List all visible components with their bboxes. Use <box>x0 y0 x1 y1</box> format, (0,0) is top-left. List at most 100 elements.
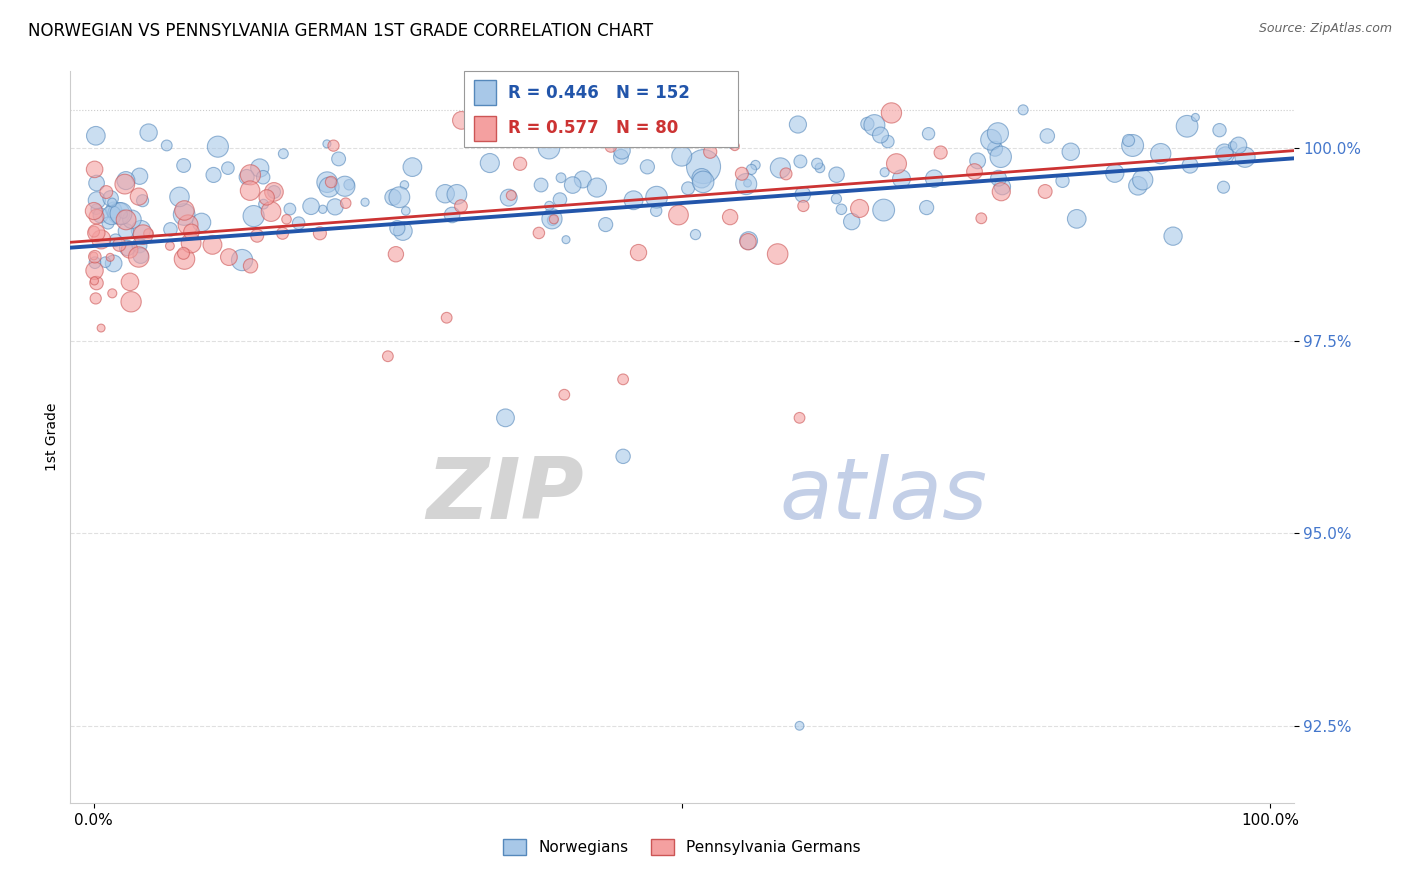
Point <box>789 410 811 425</box>
Point <box>318 180 340 194</box>
Point <box>731 167 754 181</box>
Point <box>1222 138 1244 153</box>
Point <box>495 410 517 425</box>
Point <box>83 225 105 239</box>
Point <box>880 106 903 120</box>
Point <box>450 113 472 128</box>
Point <box>538 199 561 213</box>
Point <box>169 190 191 204</box>
Point <box>984 142 1007 156</box>
Point <box>1126 178 1149 193</box>
Point <box>671 149 693 163</box>
Point <box>627 245 650 260</box>
Point <box>97 216 120 230</box>
Point <box>530 178 553 192</box>
Point <box>886 157 908 171</box>
Point <box>108 206 131 220</box>
Point <box>287 216 309 230</box>
Point <box>720 134 742 148</box>
Point <box>173 203 195 218</box>
Point <box>808 161 831 175</box>
Point <box>180 235 202 250</box>
Point <box>394 178 416 192</box>
Point <box>766 247 789 261</box>
Point <box>450 199 472 213</box>
Point <box>273 146 295 161</box>
Point <box>848 202 870 216</box>
Point <box>156 138 179 153</box>
Point <box>128 169 150 184</box>
Point <box>180 225 202 239</box>
Point <box>612 450 634 464</box>
Point <box>1132 173 1154 187</box>
Point <box>1215 148 1237 162</box>
Point <box>129 249 152 263</box>
Point <box>312 202 335 217</box>
Point <box>599 139 621 153</box>
Point <box>441 208 464 222</box>
Point <box>709 109 731 123</box>
Point <box>128 189 150 203</box>
Point <box>434 186 457 201</box>
Point <box>537 141 560 155</box>
Point <box>118 275 141 289</box>
Point <box>872 203 894 218</box>
Point <box>112 207 135 221</box>
Point <box>724 139 747 153</box>
Point <box>623 193 645 207</box>
Point <box>377 349 399 363</box>
Point <box>987 171 1010 186</box>
Point <box>138 126 160 140</box>
Point <box>83 250 105 264</box>
Point <box>83 263 105 277</box>
Point <box>527 226 550 240</box>
Point <box>825 168 848 182</box>
Point <box>737 176 759 190</box>
Point <box>387 221 409 235</box>
Point <box>239 259 262 273</box>
Point <box>131 194 153 208</box>
Point <box>118 243 141 257</box>
Point <box>333 179 356 194</box>
Point <box>337 178 360 192</box>
Point <box>177 218 200 232</box>
Point <box>735 177 758 191</box>
Point <box>541 213 564 227</box>
Point <box>84 128 107 143</box>
Point <box>740 162 762 177</box>
Point <box>120 294 142 309</box>
Point <box>173 246 195 260</box>
Point <box>101 286 124 301</box>
Point <box>561 178 583 192</box>
Point <box>929 145 952 160</box>
Point <box>108 237 131 252</box>
Point <box>690 171 713 186</box>
Point <box>207 139 229 153</box>
Point <box>128 250 150 264</box>
Point <box>987 126 1010 140</box>
Point <box>990 150 1012 164</box>
Point <box>685 227 707 242</box>
Point <box>316 136 339 151</box>
Point <box>841 214 863 228</box>
Point <box>246 228 269 243</box>
Point <box>543 212 565 227</box>
Point <box>98 251 121 265</box>
Point <box>830 202 852 217</box>
Point <box>84 292 107 306</box>
Point <box>792 187 814 202</box>
Point <box>83 249 105 263</box>
Point <box>645 203 668 218</box>
Point <box>354 195 377 210</box>
Point <box>104 233 127 247</box>
Point <box>863 118 886 132</box>
Point <box>1213 145 1236 160</box>
Point <box>128 238 150 252</box>
Point <box>319 175 342 189</box>
Point <box>1150 146 1173 161</box>
Point <box>83 162 105 177</box>
Point <box>316 175 339 189</box>
Point <box>84 202 107 217</box>
Point <box>990 185 1012 199</box>
Point <box>1033 185 1056 199</box>
